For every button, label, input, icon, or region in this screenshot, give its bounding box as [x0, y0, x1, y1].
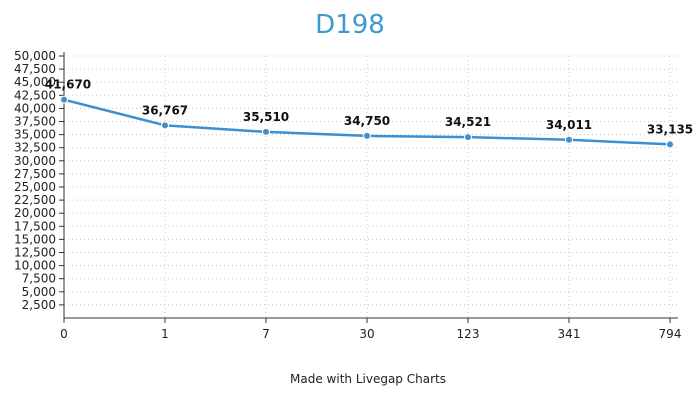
y-tick-label: 12,500 [14, 246, 56, 260]
x-tick-label: 341 [558, 327, 581, 341]
chart-title: D198 [315, 10, 385, 40]
series-layer [60, 95, 674, 149]
data-point [60, 95, 68, 104]
y-tick-label: 45,000 [14, 75, 56, 89]
x-tick-label: 30 [359, 327, 374, 341]
grid-layer [63, 55, 678, 318]
chart-credit: Made with Livegap Charts [290, 372, 446, 386]
y-tick-label: 37,500 [14, 115, 56, 129]
y-tick-label: 27,500 [14, 167, 56, 181]
y-tick-label: 5,000 [22, 285, 56, 299]
data-point [161, 121, 169, 130]
y-tick-label: 42,500 [14, 88, 56, 102]
x-tick-label: 1 [161, 327, 169, 341]
y-tick-label: 15,000 [14, 232, 56, 246]
y-tick-label: 35,000 [14, 128, 56, 142]
y-tick-label: 10,000 [14, 259, 56, 273]
label-layer: 41,670 36,767 35,510 34,750 34,521 34,011 33,1… [45, 78, 693, 137]
data-label: 33,135 [647, 122, 693, 136]
y-tick-label: 20,000 [14, 206, 56, 220]
data-point [262, 127, 270, 136]
y-tick-label: 7,500 [22, 272, 56, 286]
y-tick-label: 22,500 [14, 193, 56, 207]
y-tick-label: 47,500 [14, 62, 56, 76]
data-point [464, 133, 472, 142]
data-label: 34,750 [344, 114, 390, 128]
data-label: 34,011 [546, 118, 592, 132]
x-tick-label: 123 [457, 327, 480, 341]
x-tick-label: 7 [262, 327, 270, 341]
y-tick-label: 2,500 [22, 298, 56, 312]
data-label: 34,521 [445, 115, 491, 129]
data-point [565, 135, 573, 144]
data-point [363, 131, 371, 140]
axis-layer: 2,5005,0007,50010,00012,50015,00017,5002… [14, 49, 681, 341]
data-label: 36,767 [142, 103, 188, 117]
data-point [666, 140, 674, 149]
x-tick-label: 0 [60, 327, 68, 341]
y-tick-label: 50,000 [14, 49, 56, 63]
data-label: 41,670 [45, 78, 91, 92]
data-label: 35,510 [243, 110, 289, 124]
y-tick-label: 17,500 [14, 219, 56, 233]
y-tick-label: 25,000 [14, 180, 56, 194]
y-tick-label: 40,000 [14, 101, 56, 115]
y-tick-label: 32,500 [14, 141, 56, 155]
y-tick-label: 30,000 [14, 154, 56, 168]
x-tick-label: 794 [659, 327, 682, 341]
